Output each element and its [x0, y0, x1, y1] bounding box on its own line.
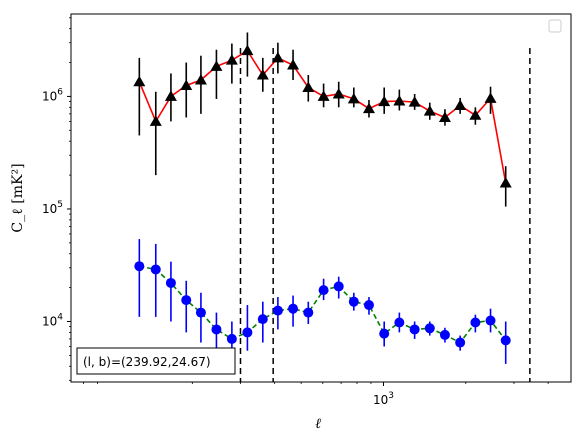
data-point	[363, 300, 374, 311]
data-point	[242, 327, 253, 338]
data-point	[211, 324, 222, 335]
series-2	[134, 239, 511, 364]
data-point	[194, 73, 207, 85]
data-point	[317, 90, 330, 101]
series-layer	[133, 32, 512, 364]
data-point	[362, 102, 375, 114]
data-point	[454, 99, 467, 111]
data-point	[484, 92, 497, 103]
data-point	[287, 59, 300, 70]
data-point	[133, 75, 146, 87]
data-point	[348, 296, 359, 307]
data-point	[165, 277, 176, 288]
data-point	[424, 323, 435, 334]
data-point	[150, 264, 161, 275]
y-tick-label: 105	[42, 200, 63, 216]
y-axis-label: C_ℓ [mK²]	[10, 163, 26, 232]
data-point	[379, 328, 390, 339]
data-point	[272, 305, 283, 316]
data-point	[485, 315, 496, 326]
data-point	[500, 335, 511, 346]
data-point	[333, 281, 344, 292]
data-point	[257, 314, 268, 325]
series-1	[133, 32, 512, 207]
data-point	[195, 307, 206, 318]
data-point	[408, 96, 421, 107]
data-point	[394, 317, 405, 328]
data-point	[149, 115, 162, 126]
data-point	[256, 69, 269, 80]
data-point	[164, 90, 177, 101]
data-point	[393, 95, 406, 106]
data-point	[409, 324, 420, 335]
data-point	[470, 317, 481, 328]
data-point	[332, 88, 345, 99]
data-point	[499, 177, 512, 188]
x-axis-label: ℓ	[315, 416, 321, 432]
y-tick-label: 104	[42, 312, 63, 328]
data-point	[210, 60, 223, 71]
data-point	[271, 51, 284, 63]
plot-frame	[70, 13, 572, 383]
data-point	[439, 329, 450, 340]
data-point	[378, 95, 391, 107]
data-point	[469, 109, 482, 120]
annotation-text: (l, b)=(239.92,24.67)	[83, 355, 211, 369]
data-point	[302, 81, 315, 93]
vertical-reference-lines	[239, 48, 531, 382]
data-point	[423, 105, 436, 116]
data-point	[225, 54, 238, 65]
data-point	[288, 303, 299, 314]
data-point	[180, 79, 193, 91]
data-point	[347, 92, 360, 104]
y-tick-label: 106	[42, 87, 63, 103]
annotation-box: (l, b)=(239.92,24.67)	[76, 347, 236, 375]
data-point	[438, 111, 451, 122]
data-point	[241, 44, 254, 56]
data-point	[226, 333, 237, 344]
data-point	[134, 261, 145, 272]
x-tick-label: 103	[373, 391, 394, 407]
data-point	[303, 307, 314, 318]
data-point	[318, 285, 329, 296]
axis-ticks: 103 104 105 106	[42, 17, 549, 407]
data-point	[181, 295, 192, 306]
legend-box	[548, 19, 562, 33]
data-point	[455, 337, 466, 348]
annotation-frame	[76, 347, 236, 375]
